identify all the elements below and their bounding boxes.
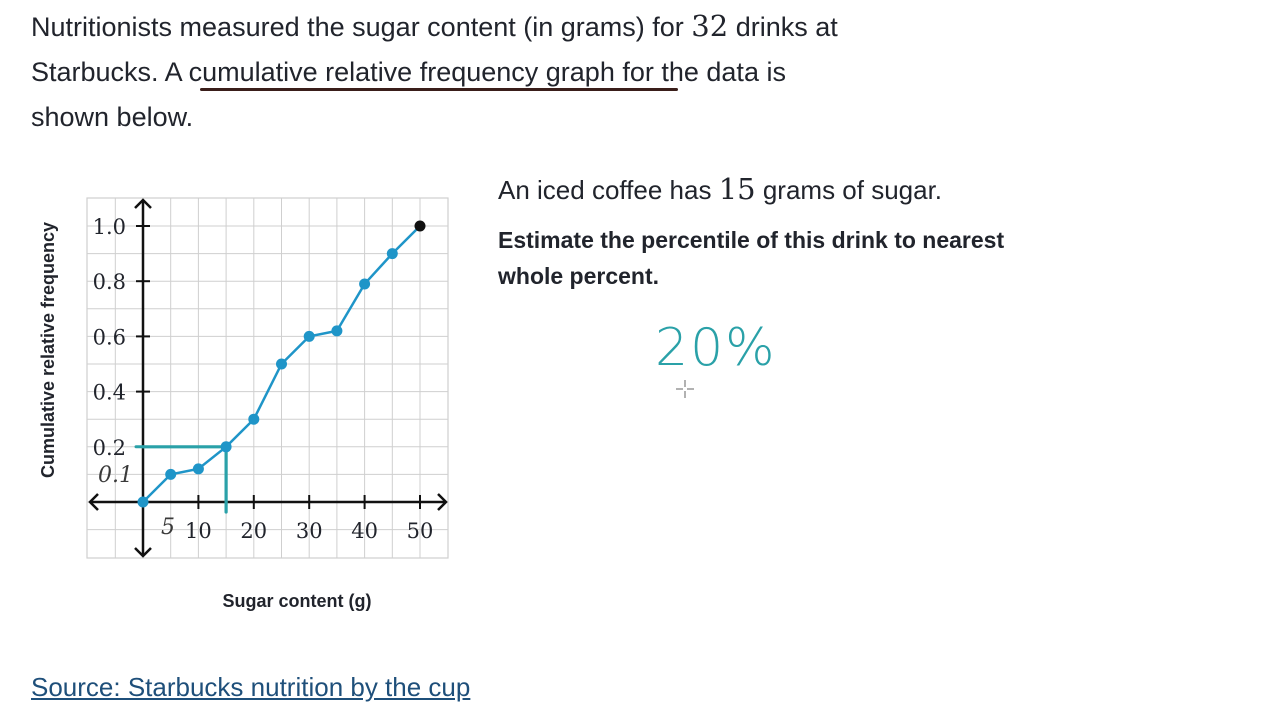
data-point	[276, 358, 287, 370]
drink-count: 32	[691, 9, 729, 43]
y-axis-label: Cumulative relative frequency	[38, 222, 58, 478]
y-tick-label: 0.4	[93, 381, 126, 405]
y-tick-label: 0.8	[93, 270, 126, 294]
x-tick-label: 30	[296, 519, 323, 543]
prompt-line2: whole percent.	[498, 263, 660, 289]
data-point	[359, 278, 371, 290]
crosshair-cursor-icon	[676, 380, 694, 398]
highlighted-term: cumulative relative frequency graph	[188, 57, 615, 87]
x-axis-arrow-left-icon	[88, 493, 99, 511]
question-text: An iced coffee has 15 grams of sugar.	[498, 166, 1098, 213]
data-point	[331, 325, 343, 337]
data-point	[386, 248, 398, 260]
problem-line2-b: for the data is	[622, 57, 786, 87]
y-tick-label: 0.6	[93, 325, 126, 349]
x-tick-label: 50	[407, 519, 434, 543]
x-tick-label: 40	[351, 519, 378, 543]
data-point	[165, 468, 177, 480]
source-link[interactable]: Source: Starbucks nutrition by the cup	[31, 672, 471, 702]
x-axis-label: Sugar content (g)	[223, 591, 372, 611]
y-tick-label: 0.2	[93, 436, 126, 460]
cumulative-frequency-chart: 10 20 30 40 50 0.2 0.4 0.6 0.8 1.0 Sugar content (…	[38, 197, 449, 611]
data-point	[220, 441, 232, 453]
chart-annotations	[134, 445, 228, 514]
handwritten-answer: 20%	[655, 318, 777, 378]
data-point	[414, 220, 426, 232]
highlight-underline	[200, 88, 678, 91]
data-point	[248, 413, 260, 425]
x-tick-label: 10	[185, 519, 212, 543]
prompt-line1: Estimate the percentile of this drink to…	[498, 227, 1005, 253]
y-axis-arrow-down-icon	[134, 547, 152, 558]
question-prompt: Estimate the percentile of this drink to…	[498, 222, 1098, 294]
x-tick-label: 20	[240, 519, 267, 543]
question-a: An iced coffee has	[498, 175, 712, 205]
problem-line1-b: drinks at	[735, 12, 838, 42]
y-axis-arrow-up-icon	[134, 198, 152, 209]
problem-line2-a: Starbucks. A	[31, 57, 182, 87]
problem-line1-a: Nutritionists measured the sugar content…	[31, 12, 684, 42]
handwritten-x-annotation: 5	[161, 515, 175, 540]
problem-line3: shown below.	[31, 102, 194, 132]
sugar-value: 15	[718, 172, 756, 206]
chart-labels: 10 20 30 40 50 0.2 0.4 0.6 0.8 1.0 Sugar content (…	[38, 215, 433, 611]
chart-series	[137, 220, 426, 508]
data-point	[303, 330, 315, 342]
x-axis-arrow-right-icon	[437, 493, 448, 511]
data-point	[137, 496, 149, 508]
question-b: grams of sugar.	[762, 175, 943, 205]
handwritten-y-annotation: 0.1	[98, 463, 133, 488]
data-point	[192, 463, 204, 475]
grid-border	[86, 197, 449, 559]
problem-statement: Nutritionists measured the sugar content…	[31, 4, 931, 140]
y-tick-label: 1.0	[93, 215, 126, 239]
